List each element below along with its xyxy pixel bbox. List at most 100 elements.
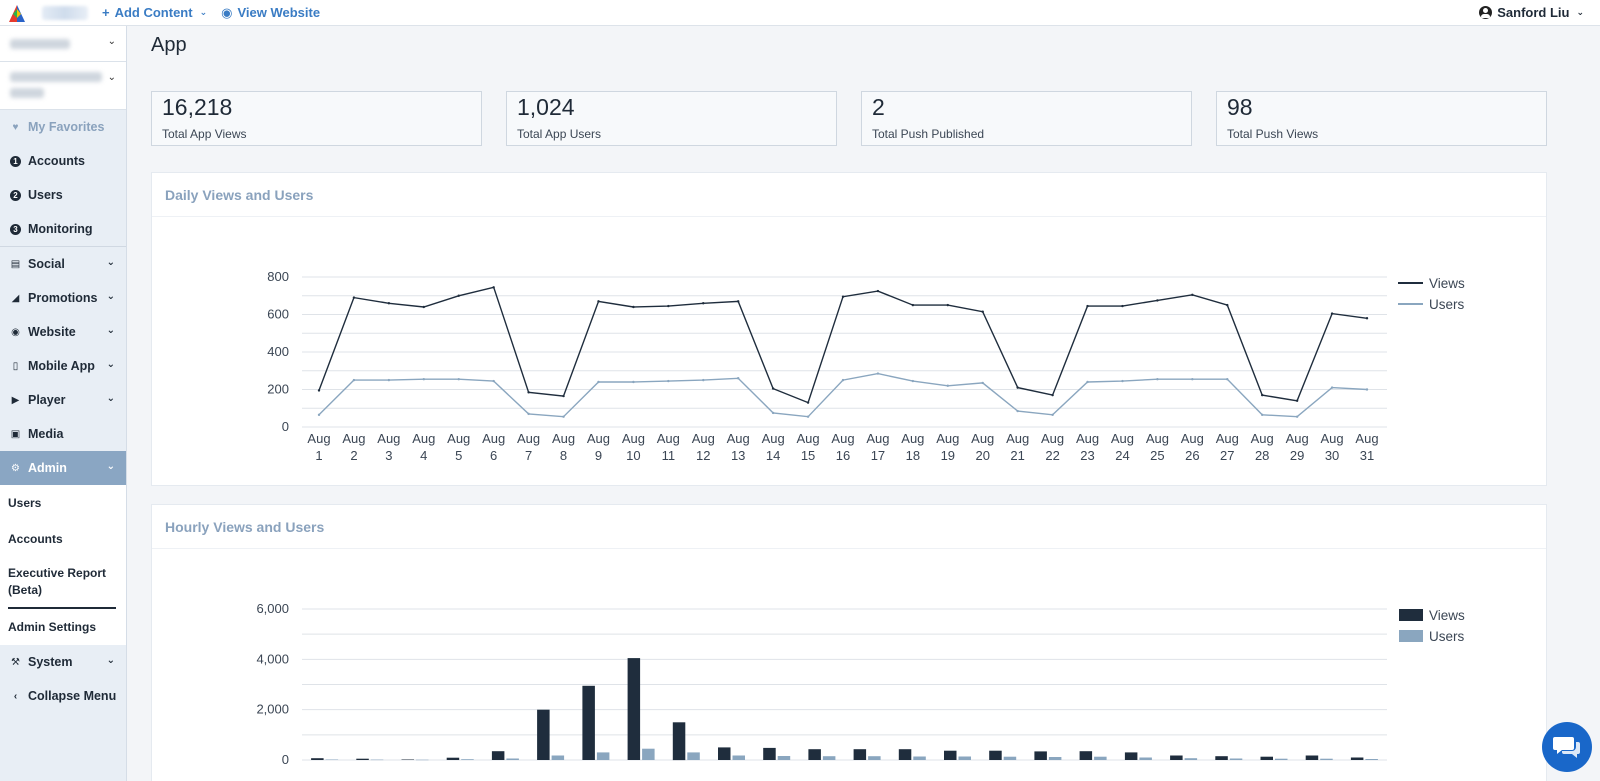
wrench-icon: ⚒ bbox=[11, 656, 20, 668]
data-point bbox=[841, 378, 845, 382]
data-point bbox=[1051, 393, 1054, 397]
chevron-down-icon: ⌄ bbox=[107, 36, 116, 47]
data-point bbox=[317, 389, 321, 392]
bar-views bbox=[627, 658, 641, 760]
phone-icon: ▯ bbox=[12, 360, 19, 372]
x-tick-label: Aug 4 bbox=[412, 431, 435, 463]
bar-users bbox=[732, 755, 745, 760]
bar-users bbox=[1320, 758, 1333, 760]
site-select[interactable]: ⌄ bbox=[0, 62, 126, 110]
legend-swatch bbox=[1399, 609, 1423, 621]
bar-views bbox=[1170, 755, 1183, 760]
sidebar-item-label: Mobile App bbox=[28, 359, 95, 373]
sidebar-item-monitoring[interactable]: 3 Monitoring bbox=[0, 212, 126, 246]
sidebar-item-promotions[interactable]: ◢ Promotions ⌄ bbox=[0, 281, 126, 315]
x-tick-label: Aug 22 bbox=[1041, 431, 1064, 463]
x-tick-label: Aug 23 bbox=[1076, 431, 1099, 463]
sidebar-item-mobile-app[interactable]: ▯ Mobile App ⌄ bbox=[0, 349, 126, 383]
brand-logo[interactable] bbox=[6, 2, 28, 24]
submenu-item-admin-settings[interactable]: Admin Settings bbox=[0, 609, 126, 645]
sidebar-item-media[interactable]: ▣ Media bbox=[0, 417, 126, 451]
stat-card-total-app-users: 1,024 Total App Users bbox=[506, 91, 837, 146]
data-point bbox=[352, 296, 356, 299]
data-point bbox=[1016, 409, 1019, 413]
stat-card-total-push-published: 2 Total Push Published bbox=[861, 91, 1192, 146]
x-tick-label: Aug 17 bbox=[866, 431, 889, 463]
data-point bbox=[562, 394, 565, 398]
data-point bbox=[1226, 377, 1229, 381]
data-point bbox=[1086, 304, 1089, 308]
x-tick-label: Aug 15 bbox=[796, 431, 819, 463]
data-point bbox=[946, 303, 949, 307]
sidebar-item-player[interactable]: ▶ Player ⌄ bbox=[0, 383, 126, 417]
y-tick-label: 4,000 bbox=[256, 651, 289, 666]
submenu-item-users[interactable]: Users bbox=[0, 485, 126, 521]
stat-card-total-app-views: 16,218 Total App Views bbox=[151, 91, 482, 146]
y-tick-label: 6,000 bbox=[256, 601, 289, 616]
step-one-icon: 1 bbox=[10, 155, 21, 167]
gear-icon: ⚙ bbox=[11, 462, 20, 474]
bar-views bbox=[1350, 757, 1364, 760]
data-point bbox=[562, 415, 565, 418]
bar-users bbox=[1229, 758, 1243, 760]
chat-bubble-icon bbox=[1553, 737, 1580, 758]
sidebar-item-label: Monitoring bbox=[28, 222, 93, 236]
stat-card-total-push-views: 98 Total Push Views bbox=[1216, 91, 1547, 146]
view-website-link[interactable]: ◉ View Website bbox=[221, 5, 320, 21]
bar-views bbox=[491, 751, 505, 760]
x-tick-label: Aug 5 bbox=[447, 431, 470, 463]
y-tick-label: 400 bbox=[267, 344, 289, 359]
sidebar-item-social[interactable]: ▤ Social ⌄ bbox=[0, 247, 126, 281]
chevron-down-icon: ⌄ bbox=[106, 325, 115, 336]
data-point bbox=[771, 411, 775, 415]
submenu-item-accounts[interactable]: Accounts bbox=[0, 521, 126, 557]
bar-views bbox=[1305, 755, 1319, 760]
submenu-label: Accounts bbox=[8, 532, 63, 546]
bar-users bbox=[416, 759, 429, 761]
sidebar-item-accounts[interactable]: 1 Accounts bbox=[0, 144, 126, 178]
sidebar-item-admin[interactable]: ⚙ Admin ⌄ bbox=[0, 451, 126, 485]
x-tick-label: Aug 3 bbox=[377, 431, 400, 463]
x-tick-label: Aug 14 bbox=[762, 431, 785, 463]
y-tick-label: 0 bbox=[282, 419, 289, 434]
add-content-menu[interactable]: + Add Content ⌄ bbox=[102, 5, 207, 20]
sidebar-item-label: My Favorites bbox=[28, 120, 105, 134]
organization-select[interactable]: ⌄ bbox=[0, 26, 126, 62]
bar-users bbox=[1003, 756, 1017, 760]
sidebar-item-users[interactable]: 2 Users bbox=[0, 178, 126, 212]
add-content-label: Add Content bbox=[114, 5, 193, 20]
bar-views bbox=[356, 758, 369, 760]
bar-users bbox=[506, 758, 519, 760]
bar-views bbox=[446, 757, 460, 760]
stat-label: Total App Views bbox=[162, 127, 247, 141]
account-name-redacted[interactable] bbox=[42, 5, 88, 20]
user-name: Sanford Liu bbox=[1497, 5, 1570, 20]
legend-label: Views bbox=[1429, 608, 1465, 623]
data-point bbox=[911, 379, 915, 383]
play-icon: ▶ bbox=[11, 394, 20, 406]
data-point bbox=[387, 302, 391, 305]
data-point bbox=[422, 305, 425, 309]
chevron-down-icon: ⌄ bbox=[106, 393, 115, 404]
page-title: App bbox=[151, 34, 187, 56]
data-point bbox=[1261, 413, 1264, 417]
y-tick-label: 800 bbox=[267, 269, 289, 284]
chat-button[interactable] bbox=[1542, 722, 1592, 772]
sidebar-item-label: Media bbox=[28, 427, 64, 441]
submenu-item-executive-report[interactable]: Executive Report (Beta) bbox=[8, 557, 116, 609]
stat-value: 2 bbox=[872, 94, 885, 120]
user-menu[interactable]: Sanford Liu ⌄ bbox=[1479, 5, 1584, 20]
sidebar-item-system[interactable]: ⚒ System ⌄ bbox=[0, 645, 126, 679]
x-tick-label: Aug 30 bbox=[1320, 431, 1343, 463]
sidebar-item-favorites[interactable]: ♥ My Favorites bbox=[0, 110, 126, 144]
bar-users bbox=[370, 759, 384, 761]
bar-views bbox=[1215, 756, 1228, 760]
bar-views bbox=[537, 709, 550, 760]
globe-icon: ◉ bbox=[221, 4, 233, 20]
data-point bbox=[1191, 377, 1194, 381]
collapse-menu-button[interactable]: ‹ Collapse Menu bbox=[0, 679, 126, 713]
data-point bbox=[911, 303, 915, 307]
data-point bbox=[806, 401, 810, 404]
sidebar-item-website[interactable]: ◉ Website ⌄ bbox=[0, 315, 126, 349]
top-bar: + Add Content ⌄ ◉ View Website Sanford L… bbox=[0, 0, 1600, 26]
